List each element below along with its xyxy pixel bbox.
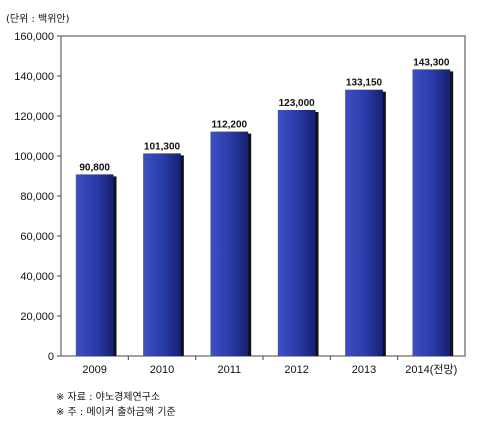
y-tick-label: 120,000 — [14, 111, 54, 123]
bars-group: 90,800 101,300 112,200 123,000 133,150 143,30… — [75, 57, 454, 357]
y-tick-label: 60,000 — [20, 231, 54, 243]
x-tick-label: 2010 — [150, 364, 174, 376]
remark-note: ※ 주 : 메이커 출하금액 기준 — [56, 407, 176, 418]
x-axis: 2009 2010 2011 2012 2013 2014(전망) — [82, 356, 457, 376]
y-tick-label: 40,000 — [20, 271, 54, 283]
plot-area — [60, 35, 466, 357]
bar — [210, 131, 249, 356]
y-tick-label: 0 — [48, 351, 54, 363]
x-tick-label: 2009 — [82, 364, 106, 376]
bar — [143, 153, 181, 356]
data-label: 90,800 — [79, 162, 110, 173]
y-axis: 0 20,000 40,000 60,000 80,000 100,000 120,000 1… — [14, 31, 61, 363]
y-tick-label: 100,000 — [14, 151, 54, 163]
y-tick-label: 20,000 — [20, 311, 54, 323]
data-label: 101,300 — [144, 141, 181, 152]
x-tick-label: 2011 — [218, 364, 242, 376]
bar-chart: (단위 : 백위안) 0 20,000 40,000 60,000 80,000 100,… — [6, 12, 466, 376]
bar — [345, 89, 383, 356]
x-tick-label: 2012 — [284, 364, 308, 376]
y-tick-label: 140,000 — [14, 71, 54, 83]
y-tick-label: 80,000 — [20, 191, 54, 203]
source-note: ※ 자료 : 야노경제연구소 — [56, 392, 161, 403]
data-label: 133,150 — [346, 78, 383, 89]
bar — [277, 110, 316, 356]
unit-label: (단위 : 백위안) — [6, 12, 70, 25]
data-label: 112,200 — [212, 120, 248, 131]
data-label: 143,300 — [413, 57, 450, 68]
x-tick-label: 2013 — [352, 364, 376, 376]
x-tick-label: 2014(전망) — [405, 363, 457, 376]
bar — [412, 69, 451, 357]
bar — [75, 174, 114, 356]
data-label: 123,000 — [279, 98, 316, 109]
y-tick-label: 160,000 — [14, 31, 54, 43]
